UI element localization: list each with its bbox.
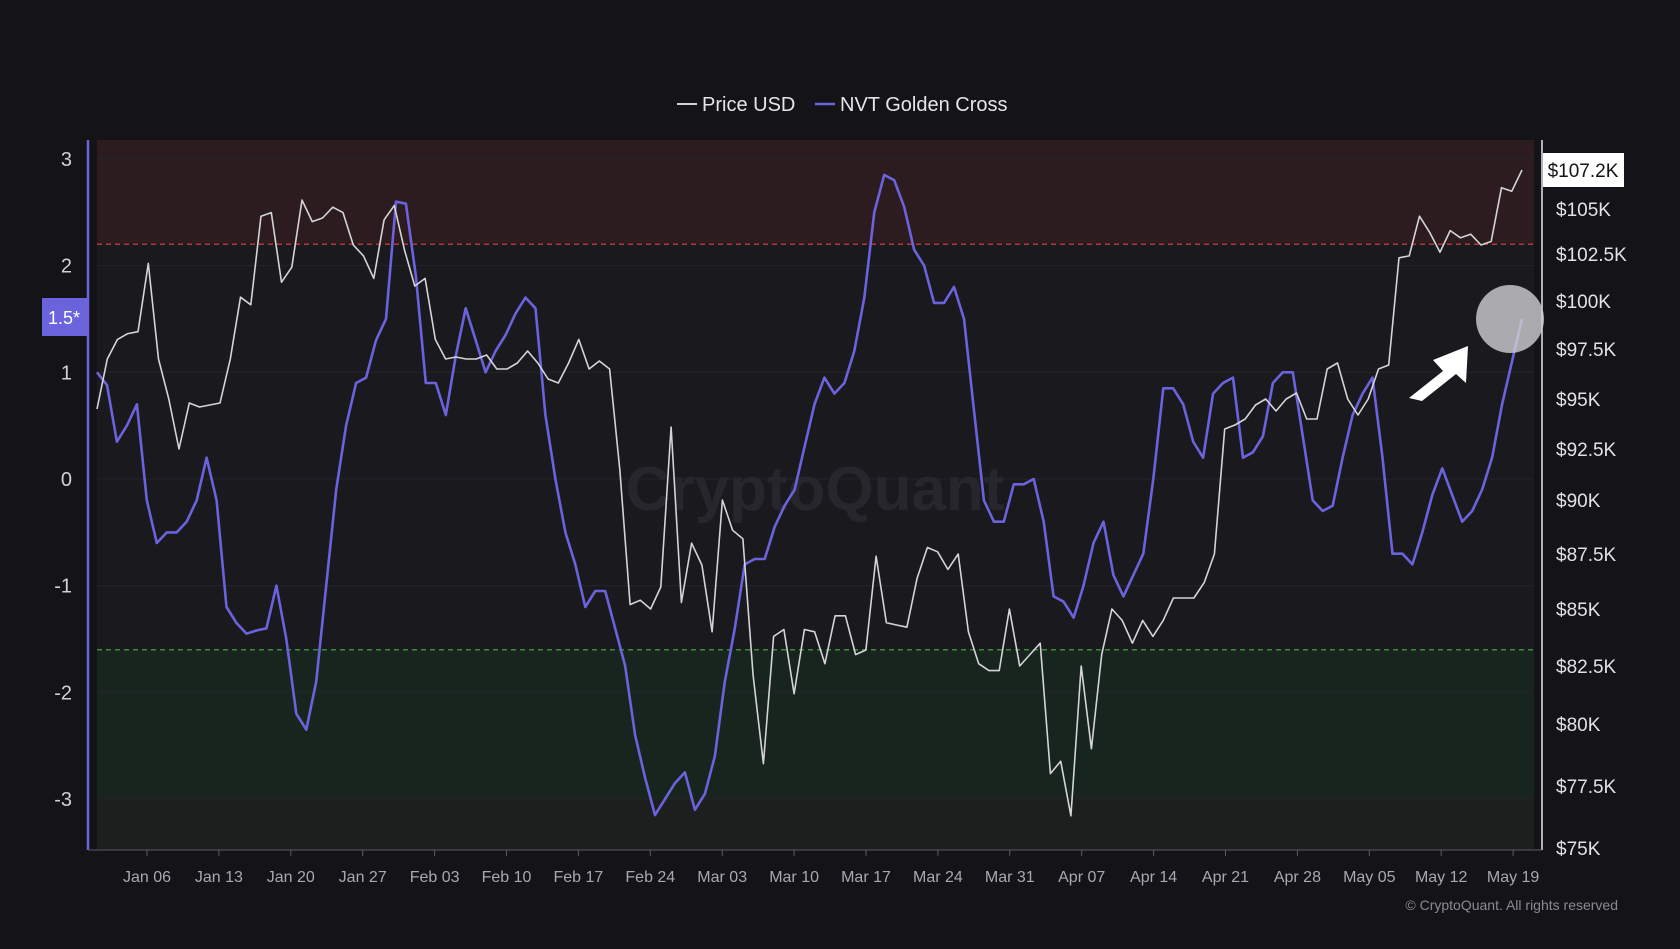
- watermark: CryptoQuant: [626, 455, 1005, 524]
- right-axis-tick-label: $85K: [1556, 600, 1601, 621]
- left-axis-tick-label: 2: [61, 256, 72, 278]
- current-price-label: $107.2K: [1548, 161, 1619, 182]
- oversold-zone: [97, 649, 1534, 800]
- left-axis-tick-label: 0: [61, 469, 72, 491]
- x-axis-ticks: Jan 06 Jan 13 Jan 20 Jan 27 Feb 03 Feb 10 Feb …: [123, 850, 1539, 886]
- x-axis-tick-label: May 12: [1415, 869, 1468, 886]
- legend[interactable]: Price USD NVT Golden Cross: [677, 94, 1007, 116]
- right-axis-tick-label: $82.5K: [1556, 657, 1617, 678]
- right-axis-tick-label: $102.5K: [1556, 245, 1627, 266]
- x-axis-tick-label: May 19: [1487, 869, 1540, 886]
- x-axis-tick-label: Jan 20: [267, 869, 315, 886]
- right-axis-tick-label: $105K: [1556, 200, 1611, 221]
- left-axis-value-badge: 1.5*: [42, 298, 87, 336]
- x-axis-tick-label: Mar 10: [769, 869, 819, 886]
- right-axis-tick-label: $77.5K: [1556, 777, 1617, 798]
- x-axis-tick-label: Apr 07: [1058, 869, 1105, 886]
- right-axis-tick-label: $87.5K: [1556, 545, 1617, 566]
- legend-nvt-label[interactable]: NVT Golden Cross: [840, 94, 1007, 116]
- x-axis-tick-label: Mar 17: [841, 869, 891, 886]
- overbought-zone: [97, 140, 1534, 245]
- left-axis-badge-label: 1.5*: [48, 308, 80, 328]
- left-axis-tick-label: 1: [61, 362, 72, 384]
- x-axis-tick-label: Feb 03: [410, 869, 460, 886]
- right-axis-tick-label: $75K: [1556, 839, 1601, 860]
- x-axis-tick-label: Jan 13: [195, 869, 243, 886]
- legend-price-label[interactable]: Price USD: [702, 94, 795, 116]
- x-axis-tick-label: Feb 17: [553, 869, 603, 886]
- x-axis-tick-label: Apr 21: [1202, 869, 1249, 886]
- right-axis-tick-label: $80K: [1556, 715, 1601, 736]
- right-axis-tick-label: $92.5K: [1556, 440, 1617, 461]
- x-axis-tick-label: Jan 06: [123, 869, 171, 886]
- current-price-badge: $107.2K: [1543, 153, 1624, 187]
- grid-lines: [97, 158, 1534, 800]
- left-axis-tick-label: -3: [54, 789, 72, 811]
- x-axis-tick-label: Jan 27: [339, 869, 387, 886]
- left-axis-tick-label: -2: [54, 682, 72, 704]
- highlight-circle: [1476, 285, 1544, 353]
- x-axis-tick-label: May 05: [1343, 869, 1396, 886]
- arrow-icon: [1409, 346, 1468, 401]
- left-axis-tick-label: 3: [61, 149, 72, 171]
- x-axis-tick-label: Mar 24: [913, 869, 963, 886]
- right-axis-ticks: $105K $102.5K $100K $97.5K $95K $92.5K $90K $87…: [1556, 200, 1627, 860]
- x-axis-tick-label: Mar 03: [697, 869, 747, 886]
- nvt-golden-cross-series[interactable]: [95, 173, 1524, 817]
- copyright-text: © CryptoQuant. All rights reserved: [1405, 897, 1618, 913]
- left-axis-ticks: 3 2 1 0 -1 -2 -3: [54, 149, 72, 811]
- extreme-oversold-zone: [97, 799, 1534, 850]
- x-axis-tick-label: Apr 28: [1274, 869, 1321, 886]
- right-axis-tick-label: $97.5K: [1556, 340, 1617, 361]
- right-axis-tick-label: $90K: [1556, 491, 1601, 512]
- right-axis-tick-label: $95K: [1556, 390, 1601, 411]
- x-axis-tick-label: Mar 31: [985, 869, 1035, 886]
- x-axis-tick-label: Feb 24: [625, 869, 675, 886]
- x-axis-tick-label: Apr 14: [1130, 869, 1177, 886]
- left-axis-tick-label: -1: [54, 576, 72, 598]
- price-usd-series[interactable]: [96, 169, 1523, 817]
- right-axis-tick-label: $100K: [1556, 292, 1611, 313]
- x-axis-tick-label: Feb 10: [482, 869, 532, 886]
